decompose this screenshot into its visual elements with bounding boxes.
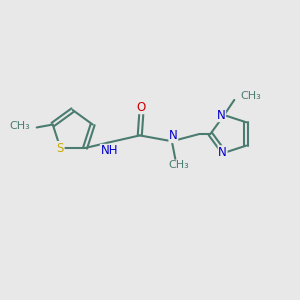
Text: N: N (217, 109, 226, 122)
Text: O: O (136, 100, 146, 114)
Text: N: N (218, 146, 227, 159)
Text: CH₃: CH₃ (168, 160, 189, 170)
Text: CH₃: CH₃ (241, 92, 262, 101)
Text: NH: NH (100, 144, 118, 158)
Text: S: S (57, 142, 64, 154)
Text: N: N (169, 130, 178, 142)
Text: CH₃: CH₃ (9, 121, 30, 131)
